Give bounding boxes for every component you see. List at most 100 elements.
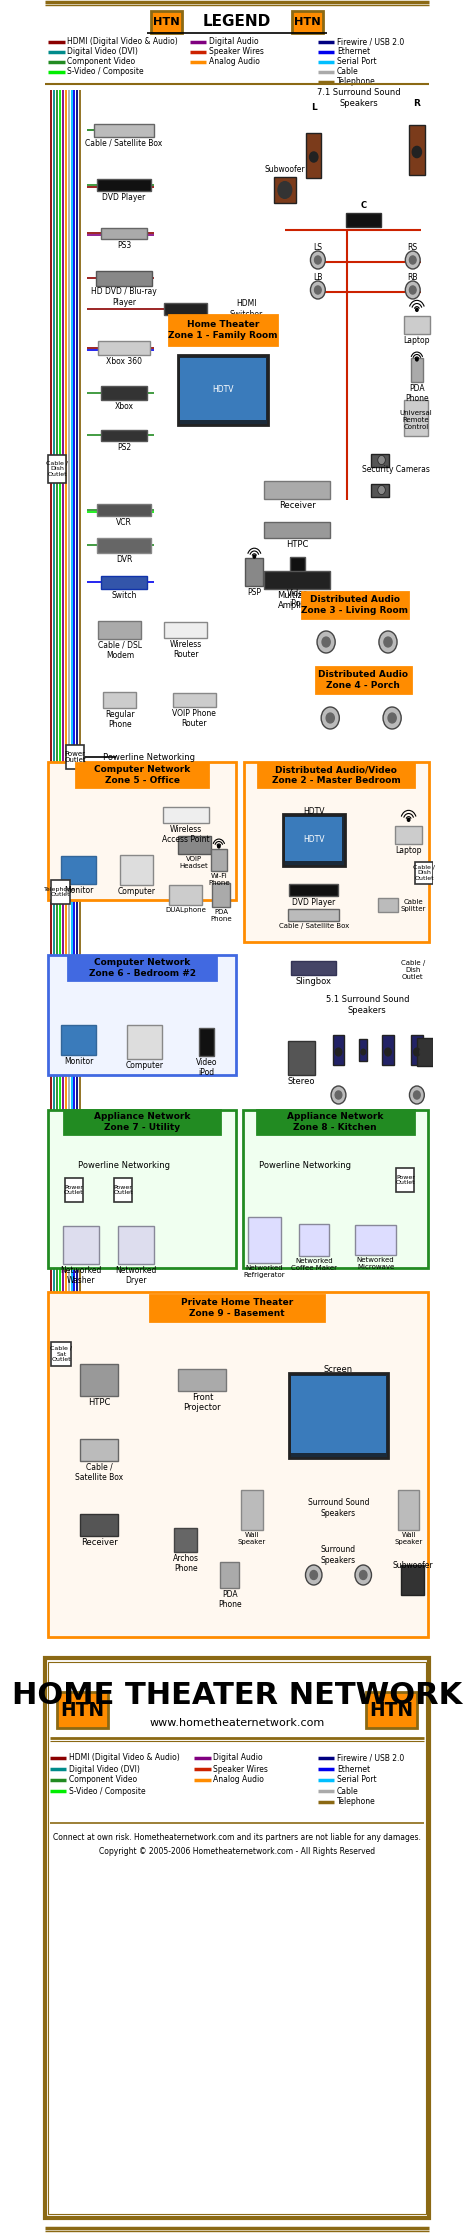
- FancyBboxPatch shape: [292, 1376, 385, 1452]
- Text: C: C: [360, 201, 366, 210]
- Text: Telephone: Telephone: [337, 1798, 375, 1807]
- FancyBboxPatch shape: [48, 456, 66, 483]
- Circle shape: [361, 1050, 365, 1054]
- Text: Networked
Refrigerator: Networked Refrigerator: [244, 1264, 285, 1278]
- FancyBboxPatch shape: [302, 592, 408, 619]
- FancyBboxPatch shape: [180, 357, 266, 420]
- FancyBboxPatch shape: [163, 806, 209, 822]
- FancyBboxPatch shape: [97, 179, 151, 190]
- Text: HTN: HTN: [61, 1700, 105, 1720]
- FancyBboxPatch shape: [174, 1528, 197, 1553]
- Circle shape: [385, 1048, 391, 1057]
- Circle shape: [359, 1571, 367, 1579]
- FancyBboxPatch shape: [178, 1369, 226, 1392]
- Text: PDA
Phone: PDA Phone: [210, 909, 232, 923]
- Text: Connect at own risk. Hometheaternetwork.com and its partners are not liable for : Connect at own risk. Hometheaternetwork.…: [53, 1834, 421, 1843]
- FancyBboxPatch shape: [289, 1372, 388, 1457]
- Text: Networked
Microwave: Networked Microwave: [357, 1258, 394, 1269]
- Text: Video
iPod: Video iPod: [286, 590, 308, 608]
- Text: S-Video / Composite: S-Video / Composite: [69, 1787, 146, 1796]
- FancyBboxPatch shape: [299, 1224, 328, 1256]
- Text: Home Theater
Zone 1 - Family Room: Home Theater Zone 1 - Family Room: [168, 319, 278, 340]
- Text: Wireless
Access Point: Wireless Access Point: [162, 824, 210, 844]
- Text: PSP: PSP: [247, 588, 261, 596]
- Text: Digital Video (DVI): Digital Video (DVI): [69, 1765, 139, 1774]
- FancyBboxPatch shape: [173, 693, 216, 706]
- FancyBboxPatch shape: [97, 505, 151, 516]
- Text: Cable / DSL
Modem: Cable / DSL Modem: [98, 641, 142, 661]
- Circle shape: [278, 181, 292, 199]
- Text: VCR: VCR: [116, 518, 132, 527]
- Circle shape: [379, 630, 397, 652]
- FancyBboxPatch shape: [346, 212, 381, 228]
- FancyBboxPatch shape: [80, 1365, 118, 1396]
- Text: Copyright © 2005-2006 Hometheaternetwork.com - All Rights Reserved: Copyright © 2005-2006 Hometheaternetwork…: [99, 1848, 375, 1856]
- FancyBboxPatch shape: [68, 956, 216, 981]
- Text: Power
Outlet: Power Outlet: [64, 751, 86, 764]
- Text: Component Video: Component Video: [69, 1776, 137, 1785]
- Text: Powerline Networking: Powerline Networking: [78, 1159, 170, 1171]
- Text: Multizone
Amplifier: Multizone Amplifier: [277, 592, 318, 610]
- FancyBboxPatch shape: [66, 744, 84, 768]
- FancyBboxPatch shape: [169, 885, 202, 905]
- Circle shape: [414, 1048, 420, 1057]
- FancyBboxPatch shape: [333, 1034, 344, 1066]
- FancyBboxPatch shape: [151, 11, 182, 34]
- FancyBboxPatch shape: [99, 342, 149, 355]
- FancyBboxPatch shape: [99, 621, 141, 639]
- Circle shape: [420, 1046, 430, 1059]
- Circle shape: [407, 818, 410, 822]
- Text: Networked
Dryer: Networked Dryer: [116, 1267, 157, 1285]
- Text: Screen: Screen: [324, 1365, 353, 1374]
- Text: Digital Audio: Digital Audio: [209, 38, 259, 47]
- FancyBboxPatch shape: [290, 556, 305, 588]
- Circle shape: [413, 1090, 420, 1099]
- FancyBboxPatch shape: [61, 1025, 96, 1054]
- Text: Distributed Audio
Zone 3 - Living Room: Distributed Audio Zone 3 - Living Room: [301, 594, 409, 614]
- Circle shape: [383, 706, 401, 728]
- Text: HOME THEATER NETWORK: HOME THEATER NETWORK: [12, 1682, 462, 1711]
- Text: L: L: [311, 103, 317, 112]
- Text: LEGEND: LEGEND: [203, 13, 271, 29]
- FancyBboxPatch shape: [199, 1028, 214, 1057]
- Circle shape: [416, 357, 418, 362]
- Text: Firewire / USB 2.0: Firewire / USB 2.0: [337, 1754, 404, 1763]
- FancyBboxPatch shape: [355, 1224, 396, 1256]
- Text: Laptop: Laptop: [404, 335, 430, 344]
- Text: Distributed Audio
Zone 4 - Porch: Distributed Audio Zone 4 - Porch: [318, 670, 408, 690]
- Text: HTN: HTN: [369, 1700, 413, 1720]
- Text: LB: LB: [313, 273, 322, 281]
- FancyBboxPatch shape: [48, 1110, 236, 1269]
- Circle shape: [322, 637, 330, 648]
- FancyBboxPatch shape: [48, 762, 236, 900]
- Text: Appliance Network
Zone 8 - Kitchen: Appliance Network Zone 8 - Kitchen: [287, 1113, 383, 1133]
- Text: Cable /
Dish
Outlet: Cable / Dish Outlet: [46, 460, 68, 478]
- Text: Networked
Washer: Networked Washer: [60, 1267, 102, 1285]
- Text: Analog Audio: Analog Audio: [209, 58, 260, 67]
- Text: Wall
Speaker: Wall Speaker: [238, 1533, 266, 1546]
- Circle shape: [310, 1571, 318, 1579]
- FancyBboxPatch shape: [285, 818, 342, 860]
- Text: Surround Sound
Speakers: Surround Sound Speakers: [308, 1499, 369, 1517]
- FancyBboxPatch shape: [164, 621, 207, 639]
- Circle shape: [218, 844, 220, 849]
- FancyBboxPatch shape: [417, 1039, 433, 1066]
- FancyBboxPatch shape: [395, 827, 422, 844]
- FancyBboxPatch shape: [404, 315, 430, 335]
- FancyBboxPatch shape: [45, 1658, 429, 2218]
- FancyBboxPatch shape: [264, 572, 330, 590]
- Text: Cable /
Dish
Outlet: Cable / Dish Outlet: [413, 865, 435, 880]
- Text: Telephone: Telephone: [337, 78, 375, 87]
- FancyBboxPatch shape: [245, 558, 264, 585]
- Text: HDTV: HDTV: [303, 806, 325, 815]
- Text: Digital Audio: Digital Audio: [213, 1754, 263, 1763]
- Text: Power
Outlet: Power Outlet: [395, 1175, 415, 1186]
- Circle shape: [335, 1090, 342, 1099]
- Text: PS2: PS2: [117, 442, 131, 451]
- Text: Monitor: Monitor: [64, 887, 93, 896]
- FancyBboxPatch shape: [212, 882, 230, 907]
- Circle shape: [310, 281, 325, 299]
- Text: Firewire / USB 2.0: Firewire / USB 2.0: [337, 38, 404, 47]
- FancyBboxPatch shape: [264, 523, 330, 538]
- Text: S-Video / Composite: S-Video / Composite: [67, 67, 144, 76]
